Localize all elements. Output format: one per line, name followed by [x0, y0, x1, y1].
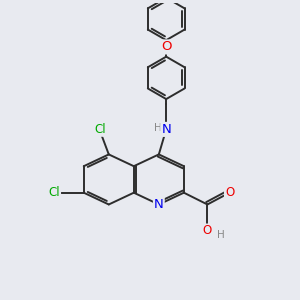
Text: O: O [203, 224, 212, 238]
Text: Cl: Cl [94, 123, 106, 136]
Text: O: O [161, 40, 171, 53]
Text: N: N [161, 123, 171, 136]
Text: H: H [154, 123, 162, 133]
Text: O: O [225, 186, 234, 199]
Text: N: N [154, 198, 164, 211]
Text: H: H [217, 230, 224, 240]
Text: Cl: Cl [49, 186, 60, 199]
